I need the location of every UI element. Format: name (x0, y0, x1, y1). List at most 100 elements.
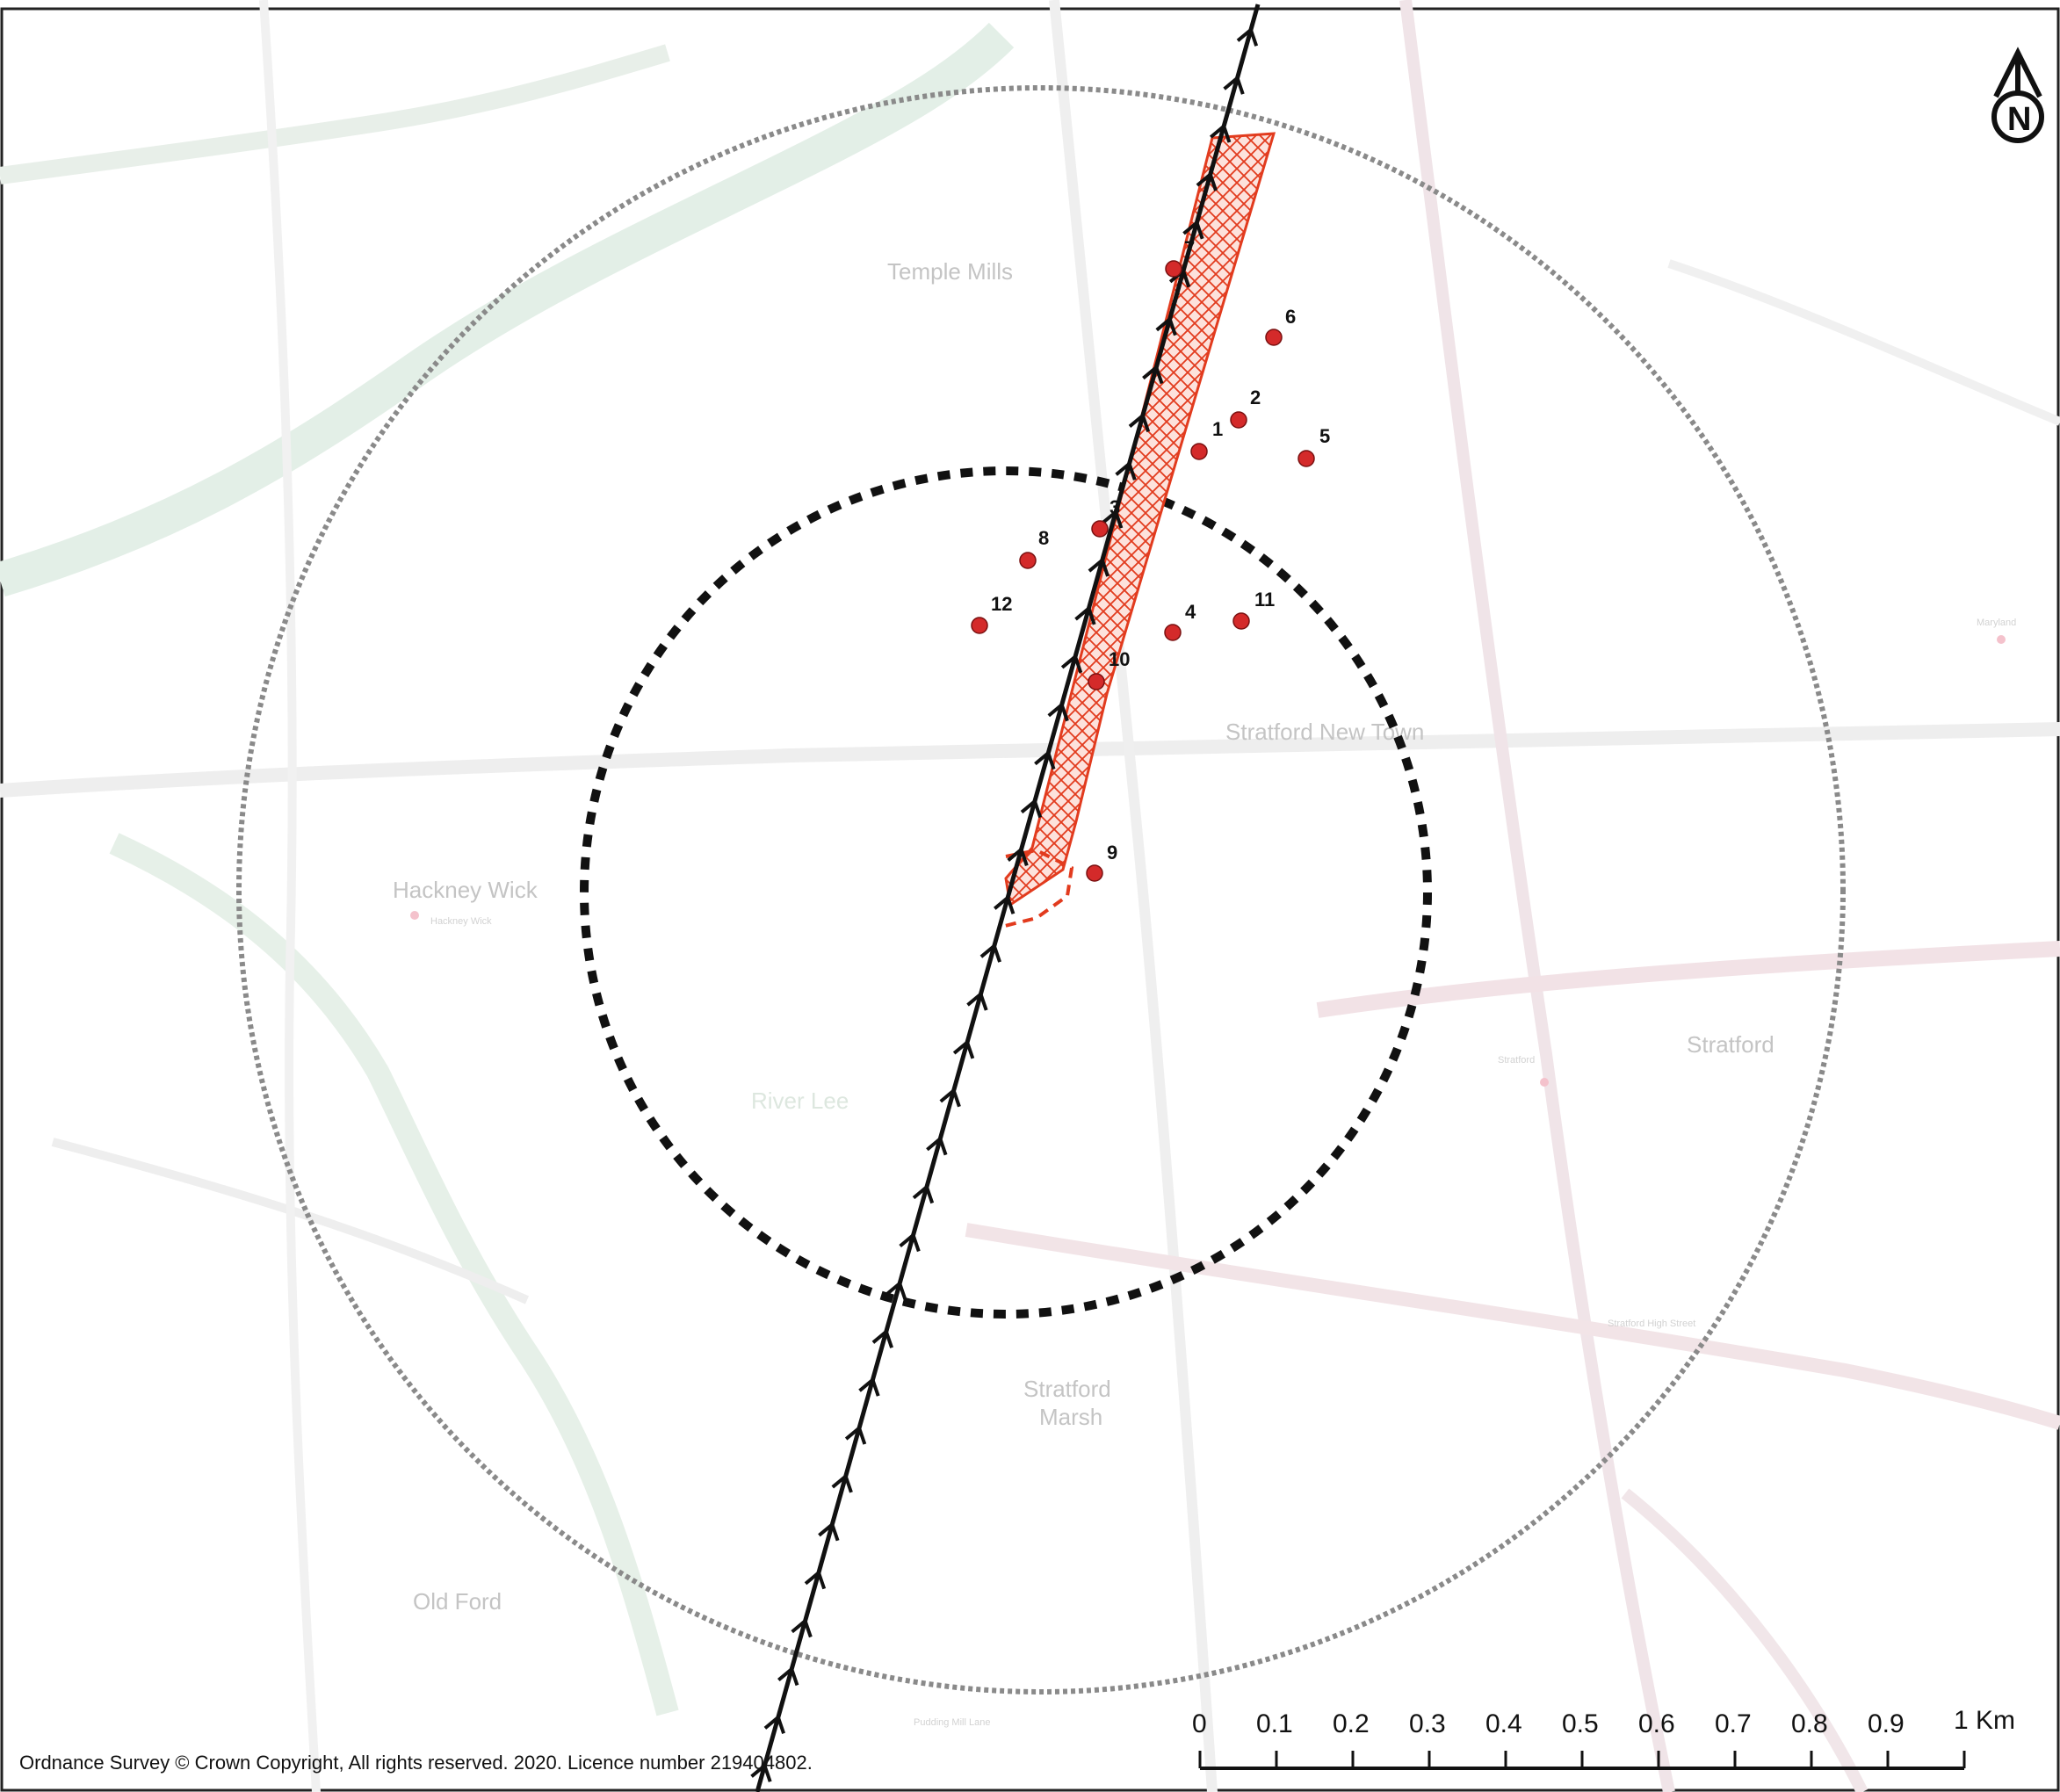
scale-tick-label-6: 0.6 (1638, 1709, 1675, 1738)
small-label-pudding-mill-lane: Pudding Mill Lane (914, 1717, 990, 1728)
map-border (0, 7, 2060, 1792)
route-chevron (858, 1377, 880, 1397)
scale-tick-label-10: 1 Km (1954, 1706, 2015, 1735)
road-7 (259, 0, 321, 1792)
place-label-stratford-marsh-line1: Stratford (1023, 1376, 1111, 1402)
route-chevron (966, 991, 988, 1011)
small-label-stratford: Stratford (1498, 1055, 1535, 1066)
marker-2[interactable]: 2 (1230, 387, 1261, 429)
scale-bar: 0 0.1 0.2 0.3 0.4 0.5 0.6 0.7 0.8 0.9 1 … (1192, 1706, 2015, 1770)
road-5 (965, 1223, 2060, 1430)
road-9 (1621, 1488, 1868, 1792)
route-chevron (750, 1762, 772, 1782)
route-chevron (1088, 557, 1110, 577)
marker-8[interactable]: 8 (1019, 527, 1049, 569)
marker-9[interactable]: 9 (1086, 842, 1117, 882)
route-chevron (1074, 605, 1096, 625)
svg-text:7: 7 (1184, 237, 1195, 259)
river-channel-3 (0, 44, 670, 184)
place-label-old-ford: Old Ford (413, 1588, 502, 1615)
svg-text:2: 2 (1250, 387, 1261, 408)
scale-tick-label-4: 0.4 (1485, 1709, 1522, 1738)
road-2 (1049, 0, 1218, 1792)
route-chevron (1182, 220, 1204, 240)
place-labels: Temple Mills Stratford New Town Hackney … (393, 258, 2016, 1728)
svg-text:4: 4 (1185, 601, 1196, 623)
route-chevron (899, 1232, 921, 1253)
route-chevron (777, 1666, 799, 1687)
route-chevron (844, 1425, 867, 1445)
place-label-stratford: Stratford (1687, 1031, 1774, 1058)
scale-tick-label-0: 0 (1192, 1709, 1207, 1738)
small-label-stratford-high-street: Stratford High Street (1608, 1319, 1695, 1329)
marker-1[interactable]: 1 (1190, 418, 1223, 460)
station-dot-stratford (1540, 1078, 1549, 1087)
svg-text:11: 11 (1254, 589, 1275, 611)
route-chevron (1020, 798, 1043, 819)
svg-text:8: 8 (1038, 527, 1049, 549)
route-chevron (926, 1135, 948, 1156)
route-line[interactable] (750, 4, 1261, 1792)
small-label-maryland: Maryland (1977, 618, 2016, 628)
route-chevron (1007, 846, 1029, 866)
marker-11[interactable]: 11 (1232, 589, 1275, 630)
route-chevron (1060, 654, 1083, 674)
svg-text:9: 9 (1107, 842, 1117, 863)
route-chevron (952, 1039, 975, 1059)
svg-text:6: 6 (1285, 306, 1296, 328)
route-chevron (763, 1714, 785, 1734)
route-chevron (871, 1328, 893, 1348)
route-chevron (979, 943, 1001, 963)
marker-10[interactable]: 10 (1088, 648, 1130, 690)
marker-4[interactable]: 4 (1164, 601, 1196, 641)
river-channel-2 (109, 833, 679, 1716)
small-label-hackney-wick: Hackney Wick (430, 916, 492, 927)
outer-buffer-ring (236, 85, 1846, 1694)
road-4 (1316, 941, 2060, 1018)
road-3 (1399, 0, 1675, 1792)
svg-text:3: 3 (1110, 496, 1120, 518)
marker-7[interactable]: 7 (1165, 237, 1195, 278)
route-chevron (831, 1473, 853, 1493)
route-chevron (1115, 460, 1137, 481)
scale-tick-label-9: 0.9 (1868, 1709, 1905, 1738)
scale-tick-label-1: 0.1 (1256, 1709, 1293, 1738)
route-chevron (1047, 701, 1069, 722)
place-label-stratford-marsh-line2: Marsh (1039, 1404, 1102, 1430)
route-chevron (1209, 123, 1232, 143)
route-chevron (939, 1087, 961, 1108)
route-direction-chevrons (750, 26, 1259, 1782)
marker-12[interactable]: 12 (971, 593, 1012, 634)
scale-tick-label-5: 0.5 (1562, 1709, 1599, 1738)
route-chevron (1196, 171, 1218, 191)
route-chevron (885, 1280, 907, 1300)
svg-text:10: 10 (1109, 648, 1130, 670)
marker-5[interactable]: 5 (1297, 425, 1330, 467)
copyright-notice: Ordnance Survey © Crown Copyright, All r… (19, 1752, 813, 1774)
route-chevron (1034, 749, 1056, 770)
route-chevron (1155, 315, 1177, 336)
marker-6[interactable]: 6 (1265, 306, 1296, 346)
scale-tick-label-2: 0.2 (1333, 1709, 1370, 1738)
scale-tick-label-8: 0.8 (1791, 1709, 1828, 1738)
route-chevron (912, 1183, 935, 1204)
scale-tick-label-3: 0.3 (1409, 1709, 1446, 1738)
route-chevron (1223, 75, 1245, 95)
river-lee-channel (0, 22, 1015, 597)
place-label-river-lee: River Lee (751, 1087, 849, 1114)
route-chevron (804, 1569, 827, 1590)
scale-tick-label-7: 0.7 (1715, 1709, 1752, 1738)
route-chevron (818, 1521, 840, 1542)
svg-text:5: 5 (1319, 425, 1330, 447)
markers[interactable]: 1 2 3 4 5 6 7 8 9 10 11 12 (971, 237, 1330, 882)
road-8 (1667, 259, 2060, 426)
route-chevron (791, 1617, 813, 1638)
route-chevron (1142, 364, 1164, 385)
route-chevron (1101, 509, 1124, 529)
marker-3[interactable]: 3 (1091, 496, 1120, 538)
north-label: N (2007, 101, 2031, 138)
route-chevron (1236, 26, 1259, 47)
